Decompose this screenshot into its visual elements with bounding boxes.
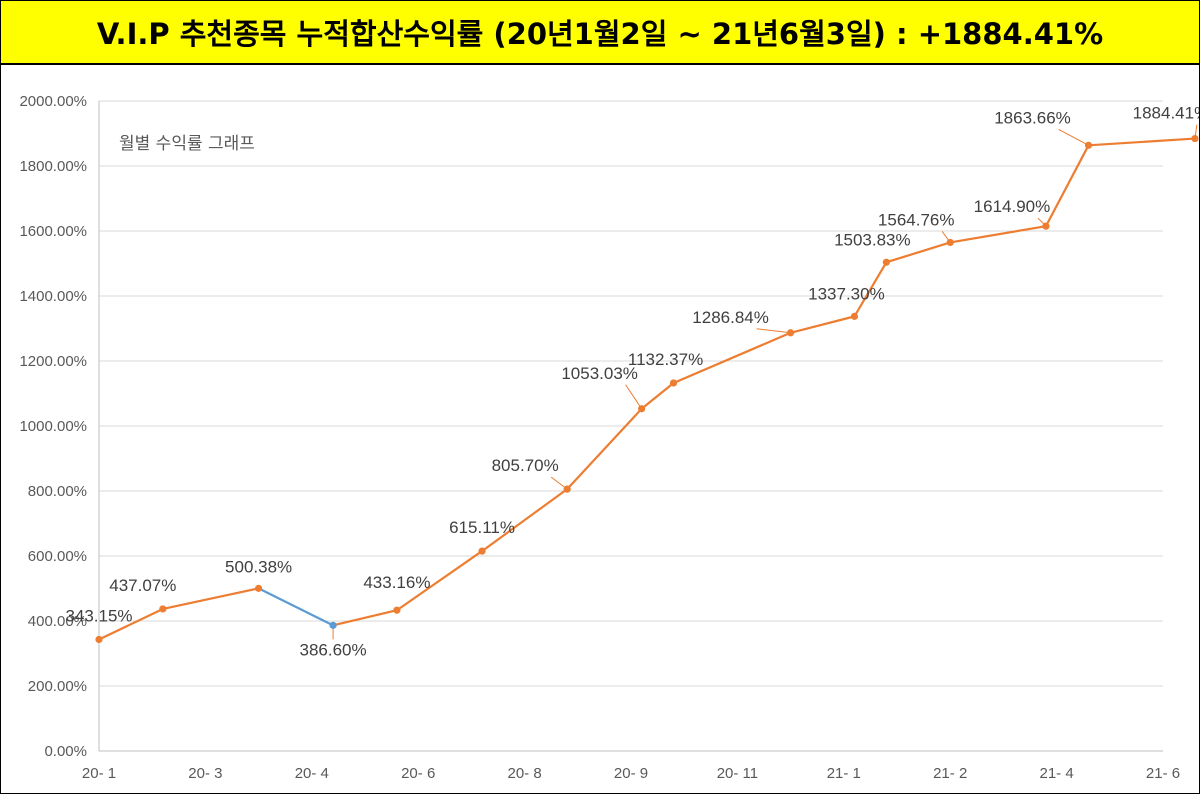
data-points	[95, 134, 1199, 644]
x-tick-label: 20- 8	[507, 765, 541, 782]
y-tick-label: 200.00%	[28, 678, 87, 695]
data-labels: 343.15% 437.07% 500.38% 386.60% 433.16% 615.1…	[65, 104, 1199, 660]
y-tick-label: 1400.00%	[19, 288, 87, 305]
line-chart: 0.00% 200.00% 400.00% 600.00% 800.00% 1000.00…	[19, 93, 1199, 782]
series-segment	[566, 407, 643, 491]
series-segment	[480, 488, 569, 553]
data-label: 433.16%	[363, 573, 430, 592]
data-point	[255, 584, 263, 592]
data-point	[1042, 222, 1050, 230]
data-point	[159, 605, 167, 613]
data-point	[563, 485, 571, 493]
x-tick-label: 20- 6	[401, 765, 435, 782]
data-label: 1884.41%	[1133, 104, 1199, 123]
y-tick-label: 1800.00%	[19, 158, 87, 175]
y-tick-label: 400.00%	[28, 613, 87, 630]
title-banner: V.I.P 추천종목 누적합산수익률 (20년1월2일 ~ 21년6월3일) :…	[1, 1, 1199, 65]
series-segment	[97, 607, 164, 641]
data-point	[95, 635, 103, 644]
data-label: 805.70%	[492, 456, 559, 475]
data-label: 1053.03%	[561, 364, 638, 383]
y-tick-label: 1200.00%	[19, 353, 87, 370]
series-segment	[161, 587, 260, 611]
data-label: 1132.37%	[628, 350, 703, 369]
data-point	[669, 379, 678, 387]
chart-title: V.I.P 추천종목 누적합산수익률 (20년1월2일 ~ 21년6월3일) :…	[96, 17, 1104, 51]
data-label: 615.11%	[449, 518, 515, 537]
x-tick-label: 21- 1	[827, 765, 861, 782]
series-segment	[853, 261, 888, 318]
series-segment	[331, 609, 399, 627]
y-tick-label: 1000.00%	[19, 418, 87, 435]
series-segment	[949, 225, 1048, 244]
series-segment	[640, 381, 675, 410]
y-tick-label: 1600.00%	[19, 223, 87, 240]
data-label: 437.07%	[109, 576, 176, 595]
y-tick-label: 0.00%	[44, 743, 87, 760]
x-tick-label: 20- 1	[82, 765, 116, 782]
series-segment	[672, 331, 792, 385]
y-tick-label: 800.00%	[28, 483, 87, 500]
x-tick-label: 20- 3	[188, 765, 222, 782]
data-label: 500.38%	[225, 557, 292, 576]
series-segment	[789, 315, 856, 334]
series-segment	[885, 241, 952, 264]
data-label: 1503.83%	[834, 230, 911, 249]
data-point	[478, 547, 486, 555]
data-point	[329, 621, 337, 629]
data-label: 343.15%	[65, 606, 132, 625]
chart-subtitle: 월별 수익률 그래프	[119, 134, 255, 154]
label-leaders	[332, 124, 1198, 640]
series-segment	[395, 549, 484, 612]
data-point	[1084, 141, 1093, 149]
x-axis: 20- 1 20- 3 20- 4 20- 6 20- 8 20- 9 20- 11 21- …	[82, 765, 1180, 782]
series-segment	[257, 587, 335, 627]
data-point	[946, 238, 954, 247]
data-label: 386.60%	[300, 640, 367, 659]
series-segment	[1044, 144, 1090, 228]
data-label: 1286.84%	[692, 308, 769, 327]
x-tick-label: 20- 4	[295, 765, 329, 782]
data-point	[393, 606, 401, 614]
data-label: 1564.76%	[878, 210, 955, 229]
gridlines	[98, 100, 1163, 752]
data-point	[787, 329, 795, 337]
x-tick-label: 21- 2	[933, 765, 967, 782]
series-line	[97, 137, 1197, 641]
data-point	[1191, 134, 1199, 143]
series-segment	[1087, 137, 1197, 147]
data-point	[882, 258, 890, 266]
y-axis: 0.00% 200.00% 400.00% 600.00% 800.00% 1000.00…	[19, 93, 87, 760]
label-leader	[756, 328, 791, 334]
data-point	[850, 312, 859, 320]
data-label: 1614.90%	[974, 197, 1051, 216]
x-tick-label: 20- 11	[717, 765, 758, 782]
data-point	[638, 405, 646, 413]
x-tick-label: 21- 6	[1146, 765, 1180, 782]
y-tick-label: 600.00%	[28, 548, 87, 565]
label-leader	[625, 384, 643, 410]
label-leader	[1058, 128, 1089, 146]
data-label: 1863.66%	[994, 108, 1071, 127]
x-tick-label: 21- 4	[1039, 765, 1073, 782]
y-tick-label: 2000.00%	[19, 93, 87, 110]
x-tick-label: 20- 9	[614, 765, 648, 782]
data-label: 1337.30%	[808, 284, 885, 303]
